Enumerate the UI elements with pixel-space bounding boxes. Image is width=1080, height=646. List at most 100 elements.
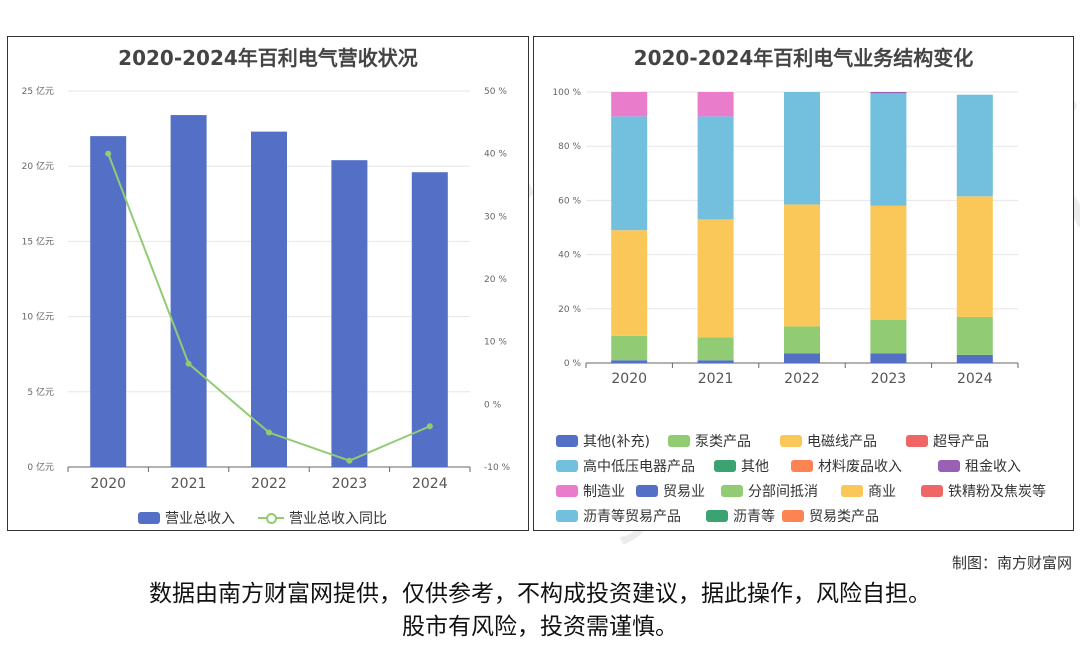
structure-segment[interactable]	[956, 354, 993, 363]
structure-segment[interactable]	[784, 204, 820, 327]
legend-item[interactable]: 沥青等	[706, 506, 775, 526]
x-tick-label: 2020	[611, 371, 647, 387]
x-tick-label: 2020	[90, 476, 126, 492]
structure-segment[interactable]	[784, 92, 820, 205]
legend-item[interactable]: 电磁线产品	[780, 431, 877, 451]
structure-segment[interactable]	[697, 337, 734, 361]
legend-item[interactable]: 制造业	[556, 481, 625, 501]
revenue-yoy-point[interactable]	[266, 429, 272, 436]
legend-item[interactable]: 分部间抵消	[721, 481, 818, 501]
y-tick-label: 0 %	[564, 359, 582, 369]
legend-item-revenue-yoy[interactable]: 营业总收入同比	[258, 508, 387, 528]
legend-label: 超导产品	[933, 434, 989, 450]
revenue-legend: 营业总收入 营业总收入同比	[138, 508, 438, 528]
legend-label-revenue: 营业总收入	[165, 511, 235, 527]
y-right-tick-label: 30 %	[484, 212, 507, 222]
revenue-bar[interactable]	[331, 160, 368, 467]
disclaimer-line-1: 数据由南方财富网提供，仅供参考，不构成投资建议，据此操作，风险自担。	[149, 581, 931, 607]
legend-item[interactable]: 泵类产品	[668, 431, 751, 451]
structure-segment[interactable]	[611, 335, 648, 361]
legend-label-revenue-yoy: 营业总收入同比	[289, 511, 387, 527]
legend-label: 铁精粉及焦炭等	[948, 484, 1046, 500]
legend-swatch	[556, 435, 578, 447]
x-tick-label: 2023	[332, 476, 368, 492]
structure-segment[interactable]	[697, 360, 734, 363]
structure-segment[interactable]	[956, 196, 993, 317]
structure-segment[interactable]	[956, 316, 993, 355]
legend-swatch	[636, 485, 658, 497]
legend-swatch	[721, 485, 743, 497]
x-tick-label: 2024	[412, 476, 448, 492]
y-right-tick-label: 50 %	[484, 87, 507, 97]
legend-label: 租金收入	[965, 459, 1021, 475]
revenue-yoy-point[interactable]	[105, 150, 112, 157]
structure-segment[interactable]	[870, 205, 907, 320]
legend-label: 商业	[868, 484, 896, 500]
structure-segment[interactable]	[611, 92, 648, 117]
legend-label: 贸易业	[663, 484, 705, 500]
legend-item[interactable]: 商业	[841, 481, 896, 501]
legend-label: 分部间抵消	[748, 484, 818, 500]
structure-segment[interactable]	[870, 92, 907, 94]
x-tick-label: 2024	[957, 371, 993, 387]
legend-item[interactable]: 贸易类产品	[782, 506, 879, 526]
revenue-bar[interactable]	[170, 115, 207, 468]
structure-segment[interactable]	[697, 219, 734, 338]
x-tick-label: 2021	[698, 371, 734, 387]
legend-item[interactable]: 铁精粉及焦炭等	[921, 481, 1046, 501]
y-right-tick-label: 0 %	[484, 400, 502, 410]
legend-label: 高中低压电器产品	[583, 459, 695, 475]
structure-segment[interactable]	[611, 230, 648, 336]
legend-label: 沥青等贸易产品	[583, 509, 681, 525]
structure-segment[interactable]	[697, 92, 734, 117]
legend-label: 材料废品收入	[818, 459, 902, 475]
legend-item[interactable]: 高中低压电器产品	[556, 456, 695, 476]
y-left-tick-label: 10 亿元	[22, 311, 54, 323]
legend-swatch	[706, 510, 728, 522]
revenue-yoy-point[interactable]	[185, 360, 192, 367]
structure-chart-svg: 0 % 20 % 40 % 60 % 80 % 100 % 2020 2021 2022 2023…	[552, 88, 1019, 387]
revenue-chart-svg: 0 亿元 5 亿元 10 亿元 15 亿元 20 亿元 25 亿元 -10 % 0 % 10 %…	[22, 85, 511, 492]
legend-item[interactable]: 材料废品收入	[791, 456, 902, 476]
revenue-bar[interactable]	[251, 131, 287, 467]
legend-item[interactable]: 超导产品	[906, 431, 989, 451]
legend-item[interactable]: 其他	[714, 456, 769, 476]
structure-segment[interactable]	[611, 360, 648, 363]
legend-label: 贸易类产品	[809, 509, 879, 525]
revenue-bar[interactable]	[90, 136, 127, 467]
structure-segment[interactable]	[784, 326, 820, 354]
revenue-bar[interactable]	[411, 172, 448, 467]
structure-segment[interactable]	[870, 319, 907, 354]
legend-swatch	[556, 485, 578, 497]
structure-segment[interactable]	[784, 353, 820, 363]
revenue-yoy-point[interactable]	[426, 423, 433, 430]
legend-swatch-revenue-yoy	[258, 512, 284, 524]
legend-label: 其他(补充)	[583, 434, 650, 450]
disclaimer: 数据由南方财富网提供，仅供参考，不构成投资建议，据此操作，风险自担。 股市有风险…	[0, 578, 1080, 644]
legend-item[interactable]: 租金收入	[938, 456, 1021, 476]
legend-item[interactable]: 贸易业	[636, 481, 705, 501]
x-tick-label: 2023	[871, 371, 907, 387]
structure-chart-title: 2020-2024年百利电气业务结构变化	[633, 46, 974, 70]
revenue-chart-title: 2020-2024年百利电气营收状况	[118, 46, 418, 70]
structure-segment[interactable]	[697, 116, 734, 220]
legend-item[interactable]: 其他(补充)	[556, 431, 650, 451]
legend-swatch	[921, 485, 943, 497]
y-right-tick-label: 10 %	[484, 338, 507, 348]
legend-swatch	[780, 435, 802, 447]
structure-chart-panel: 2020-2024年百利电气业务结构变化 0 % 20 % 40 % 60 % 80 %…	[533, 36, 1074, 531]
legend-item[interactable]: 沥青等贸易产品	[556, 506, 681, 526]
revenue-yoy-point[interactable]	[346, 457, 353, 464]
x-tick-label: 2022	[784, 371, 820, 387]
structure-segment[interactable]	[956, 94, 993, 197]
legend-label: 泵类产品	[695, 434, 751, 450]
legend-swatch	[841, 485, 863, 497]
legend-swatch	[714, 460, 736, 472]
structure-segment[interactable]	[870, 353, 907, 363]
legend-item-revenue[interactable]: 营业总收入	[138, 508, 235, 528]
structure-segment[interactable]	[611, 116, 648, 231]
y-right-tick-label: 40 %	[484, 150, 507, 160]
structure-segment[interactable]	[870, 93, 907, 206]
legend-label: 其他	[741, 459, 769, 475]
legend-swatch-revenue	[138, 512, 160, 524]
